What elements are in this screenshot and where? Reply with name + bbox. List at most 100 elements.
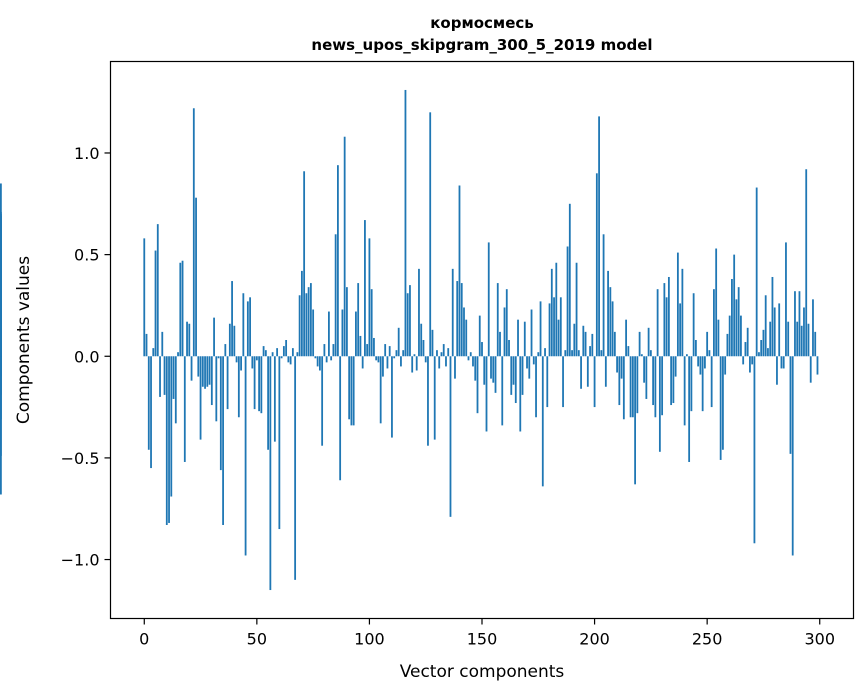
bar	[609, 287, 612, 357]
bar	[476, 356, 479, 414]
bar	[577, 350, 580, 357]
bar	[337, 165, 339, 357]
bar	[816, 356, 819, 375]
bar	[165, 356, 168, 525]
bar	[208, 356, 211, 385]
bar	[512, 356, 515, 385]
bar	[0, 356, 2, 420]
bar	[440, 352, 443, 357]
bar	[519, 356, 522, 432]
bar	[332, 344, 335, 357]
bar	[305, 293, 308, 357]
bar	[672, 356, 675, 404]
bar	[204, 356, 206, 389]
bar	[179, 262, 182, 357]
bar	[492, 356, 495, 383]
bar	[382, 356, 384, 377]
bar	[177, 352, 179, 357]
bar	[559, 297, 562, 357]
bar	[472, 356, 474, 367]
bar	[267, 356, 270, 450]
bar	[323, 344, 326, 357]
bar	[674, 356, 677, 377]
bar	[465, 319, 468, 357]
bar	[517, 319, 519, 357]
chart-title-line1: кормосмесь	[430, 14, 534, 32]
bar	[814, 331, 817, 357]
bar	[670, 356, 673, 406]
bar	[147, 356, 150, 450]
bar	[379, 356, 382, 424]
bar	[526, 356, 528, 369]
bar	[375, 356, 378, 361]
bar	[778, 303, 781, 357]
bar	[163, 356, 166, 395]
bar	[787, 321, 790, 357]
bar	[602, 234, 605, 357]
bar	[647, 327, 650, 357]
bar	[586, 356, 589, 387]
bar	[402, 350, 405, 357]
bar	[690, 356, 693, 412]
bar	[622, 356, 625, 420]
bar	[749, 356, 751, 373]
bar	[514, 356, 517, 404]
bar	[780, 356, 783, 369]
bar	[436, 350, 438, 357]
bar	[174, 356, 177, 424]
bar	[280, 356, 283, 359]
bar	[427, 356, 429, 446]
x-axis-ticks: 0 50 100 150 200 250 300	[139, 618, 835, 649]
bar	[445, 356, 447, 367]
bar	[733, 254, 736, 357]
bar	[334, 234, 337, 357]
bar	[564, 350, 567, 357]
bar	[307, 287, 310, 357]
bar	[742, 356, 745, 365]
bar	[253, 356, 256, 410]
bar	[451, 268, 454, 357]
bar	[242, 293, 245, 357]
bar	[566, 246, 569, 357]
bar	[411, 356, 414, 373]
bar	[638, 331, 641, 357]
bar	[361, 356, 364, 369]
bar	[616, 356, 618, 373]
bar	[530, 309, 533, 357]
bar	[341, 309, 344, 357]
bar	[168, 356, 170, 523]
bar	[490, 356, 492, 379]
bar	[244, 356, 247, 556]
bar	[309, 283, 312, 357]
bar	[751, 356, 754, 365]
bar	[463, 307, 465, 357]
bar	[508, 340, 510, 357]
x-tick-label: 100	[354, 630, 385, 649]
bar	[805, 169, 808, 357]
bar	[699, 356, 702, 375]
bar	[573, 323, 576, 357]
bar	[222, 356, 224, 525]
bar	[249, 297, 251, 357]
bar	[548, 303, 551, 357]
bar	[600, 350, 603, 357]
bar	[521, 356, 524, 395]
bar	[487, 242, 490, 357]
bar	[296, 352, 299, 357]
bar	[404, 89, 407, 357]
bar	[580, 356, 582, 389]
bar	[400, 356, 402, 367]
bar	[746, 327, 749, 357]
bar	[170, 356, 173, 497]
bar	[676, 252, 679, 357]
y-tick-label: −0.5	[61, 449, 100, 468]
bar	[393, 356, 396, 359]
bar	[607, 270, 609, 357]
bar	[767, 348, 769, 357]
bar	[634, 356, 636, 485]
bar	[528, 356, 531, 379]
bar	[620, 356, 623, 379]
bar	[325, 356, 328, 363]
bar	[652, 356, 655, 406]
chart-title-line2: news_upos_skipgram_300_5_2019 model	[311, 36, 652, 54]
